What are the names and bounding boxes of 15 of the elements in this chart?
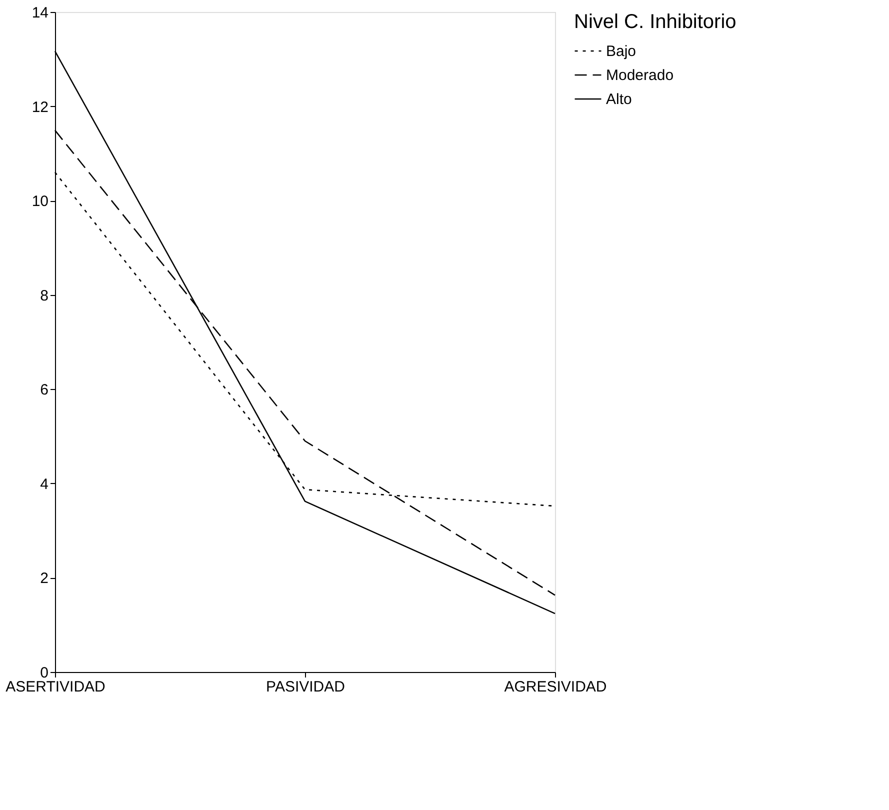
y-tick-label: 0 [40, 664, 48, 682]
legend-label: Moderado [606, 67, 674, 84]
y-tick-label: 14 [32, 4, 48, 22]
legend-label: Bajo [606, 43, 636, 60]
legend-title: Nivel C. Inhibitorio [574, 11, 736, 33]
y-tick-label: 12 [32, 98, 48, 116]
y-tick-label: 2 [40, 570, 48, 588]
x-tick-label: ASERTIVIDAD [6, 678, 106, 696]
x-tick-label: PASIVIDAD [266, 678, 346, 696]
y-tick-label: 10 [32, 193, 48, 210]
y-tick-label: 8 [40, 287, 48, 304]
y-tick-label: 4 [40, 476, 48, 493]
y-tick-label: 6 [40, 382, 48, 399]
legend-label: Alto [606, 91, 632, 108]
x-tick-label: AGRESIVIDAD [504, 678, 607, 696]
